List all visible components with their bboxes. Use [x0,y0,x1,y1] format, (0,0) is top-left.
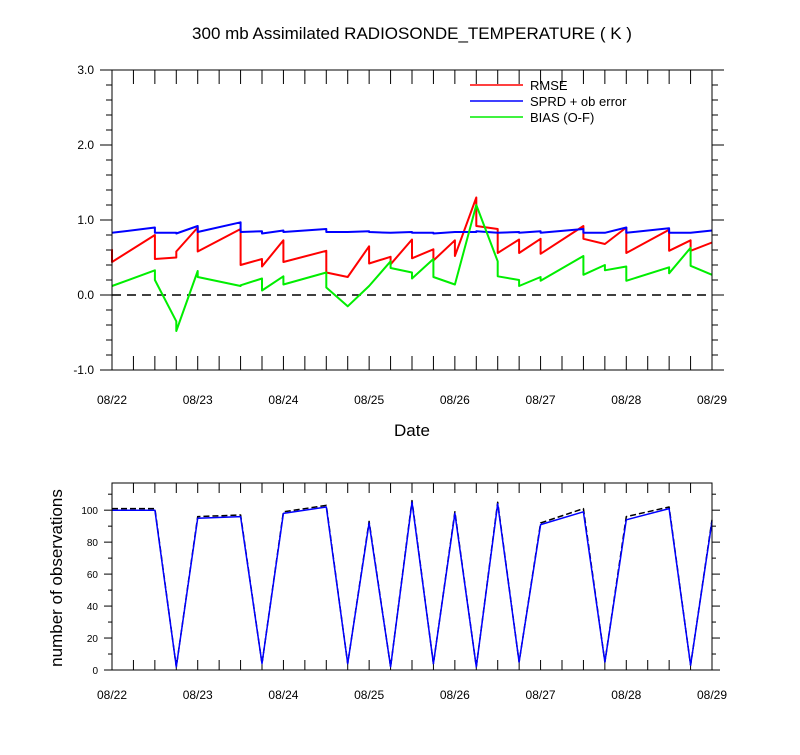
y-tick-label: 40 [87,602,99,613]
x-tick-label: 08/25 [354,393,384,407]
x-tick-label: 08/29 [697,393,727,407]
bottom-plot: 08/22 08/23 08/24 08/25 08/26 08/27 08/28 08/29… [47,482,727,702]
x-tick-label: 08/26 [440,688,470,702]
y-tick-label: 20 [87,634,99,645]
legend-label-sprd: SPRD + ob error [530,94,627,109]
y-tick-label: 1.0 [77,213,94,227]
x-tick-label: 08/25 [354,688,384,702]
x-tick-label: 08/22 [97,393,127,407]
series-line-observations-possible [112,499,713,668]
top-series-group [111,196,713,332]
x-tick-label: 08/28 [611,393,641,407]
x-tick-label: 08/29 [697,688,727,702]
top-axes: 08/22 08/23 08/24 08/25 08/26 08/27 08/28 08/29… [73,63,727,407]
y-tick-label: 0 [92,666,98,677]
y-tick-label: 100 [81,506,98,517]
bottom-series-group [112,499,713,668]
x-tick-label: 08/27 [526,688,556,702]
x-tick-label: 08/22 [97,688,127,702]
top-legend: RMSE SPRD + ob error BIAS (O-F) [470,78,627,125]
series-line-sprd-ob-error [111,221,713,235]
x-tick-label: 08/27 [526,393,556,407]
top-plot: 300 mb Assimilated RADIOSONDE_TEMPERATUR… [73,24,727,440]
y-tick-label: 60 [87,570,99,581]
series-line-bias-o-f [111,204,713,332]
x-tick-label: 08/24 [268,393,298,407]
y-tick-label: 80 [87,538,99,549]
bottom-plot-frame [111,482,713,671]
bottom-y-axis-title: number of observations [47,489,66,667]
series-line-rmse [111,196,713,278]
x-tick-label: 08/23 [183,393,213,407]
legend-label-rmse: RMSE [530,78,568,93]
y-tick-label: 2.0 [77,138,94,152]
bottom-axes: 08/22 08/23 08/24 08/25 08/26 08/27 08/28 08/29… [81,483,727,702]
top-plot-frame [111,69,713,371]
x-tick-label: 08/24 [268,688,298,702]
y-tick-label: -1.0 [73,363,94,377]
x-tick-label: 08/28 [611,688,641,702]
x-tick-label: 08/26 [440,393,470,407]
legend-label-bias: BIAS (O-F) [530,110,594,125]
top-chart-title: 300 mb Assimilated RADIOSONDE_TEMPERATUR… [192,24,632,43]
top-x-axis-title: Date [394,421,430,440]
series-line-observations-used [112,501,713,668]
y-tick-label: 0.0 [77,288,94,302]
y-tick-label: 3.0 [77,63,94,77]
x-tick-label: 08/23 [183,688,213,702]
